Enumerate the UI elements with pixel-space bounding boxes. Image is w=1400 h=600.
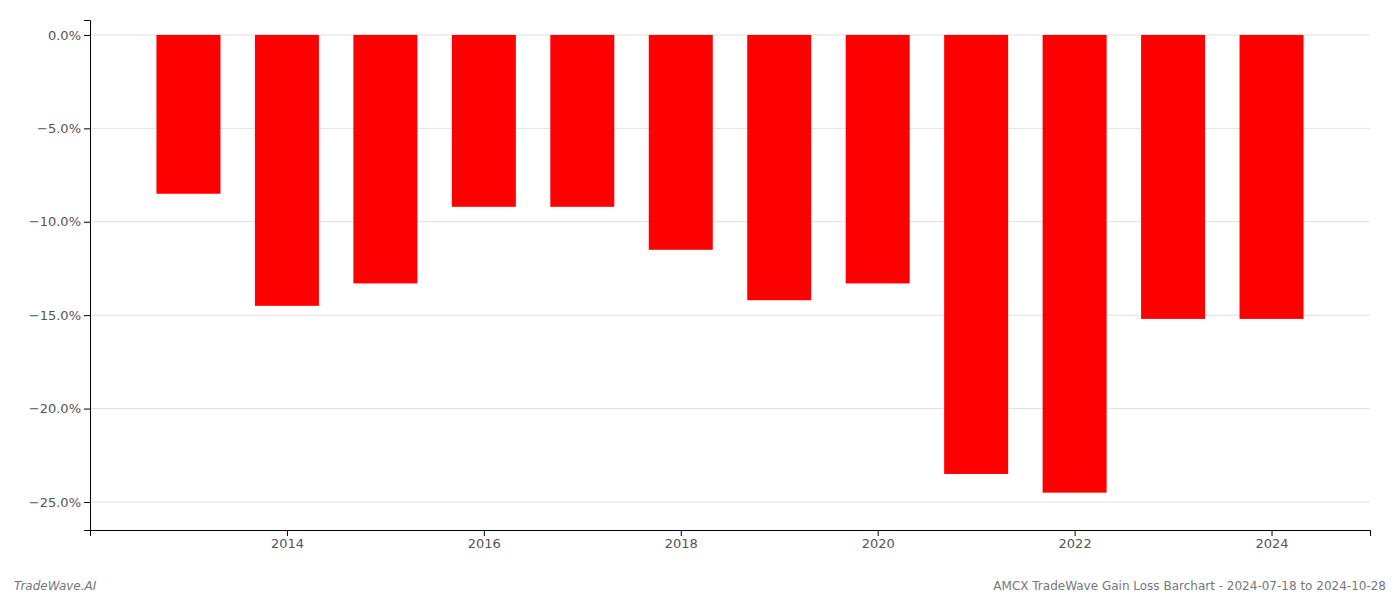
footer-right: AMCX TradeWave Gain Loss Barchart - 2024…	[993, 579, 1386, 593]
y-tick: −15.0%	[29, 308, 90, 323]
y-tick-mark	[84, 35, 90, 36]
bar	[649, 35, 713, 250]
x-tick-mark	[287, 530, 288, 536]
grid-line	[90, 408, 1370, 409]
y-tick-label: −5.0%	[37, 121, 81, 136]
x-tick-label: 2020	[862, 536, 895, 551]
grid	[90, 35, 1370, 502]
x-tick: 2014	[271, 530, 304, 551]
y-tick: −20.0%	[29, 401, 90, 416]
x-tick-label: 2022	[1059, 536, 1092, 551]
bar	[255, 35, 319, 306]
y-tick: −10.0%	[29, 214, 90, 229]
bar	[944, 35, 1008, 474]
x-tick-mark	[878, 530, 879, 536]
y-tick-mark	[84, 409, 90, 410]
footer-left: TradeWave.AI	[14, 579, 97, 593]
y-tick: 0.0%	[48, 28, 90, 43]
y-tick-label: −25.0%	[29, 495, 81, 510]
y-tick-mark	[84, 315, 90, 316]
y-tick-mark	[84, 222, 90, 223]
y-tick-mark	[84, 502, 90, 503]
x-tick-mark	[484, 530, 485, 536]
x-tick-mark	[1272, 530, 1273, 536]
plot: 0.0%−5.0%−10.0%−15.0%−20.0%−25.0%2014201…	[29, 21, 1371, 552]
x-tick-label: 2018	[665, 536, 698, 551]
bar	[846, 35, 910, 283]
x-axis-line	[91, 531, 1371, 537]
x-tick-label: 2024	[1255, 536, 1288, 551]
x-tick-label: 2016	[468, 536, 501, 551]
x-tick: 2016	[468, 530, 501, 551]
y-tick-label: −15.0%	[29, 308, 81, 323]
chart: 0.0%−5.0%−10.0%−15.0%−20.0%−25.0%2014201…	[0, 0, 1400, 600]
bar	[1141, 35, 1205, 319]
x-tick-label: 2014	[271, 536, 304, 551]
y-tick-label: −10.0%	[29, 214, 81, 229]
bar	[550, 35, 614, 207]
x-tick: 2022	[1059, 530, 1092, 551]
bar	[156, 35, 220, 194]
bar	[747, 35, 811, 300]
bar	[1043, 35, 1107, 493]
x-tick-mark	[1075, 530, 1076, 536]
bar	[353, 35, 417, 283]
y-tick-label: −20.0%	[29, 401, 81, 416]
y-axis-line	[84, 21, 91, 531]
x-tick: 2020	[862, 530, 895, 551]
y-tick-label: 0.0%	[48, 28, 81, 43]
y-tick: −25.0%	[29, 495, 90, 510]
y-axis: 0.0% −5.0% −10.0% −15.0% −20.0% −25.0%	[29, 21, 91, 531]
grid-line	[90, 501, 1370, 502]
x-axis: 2014 2016 2018 2020 2022 2024	[91, 530, 1371, 551]
y-tick-mark	[84, 128, 90, 129]
x-tick-mark	[681, 530, 682, 536]
x-tick: 2024	[1255, 530, 1288, 551]
x-tick: 2018	[665, 530, 698, 551]
y-tick: −5.0%	[37, 121, 90, 136]
bar	[1240, 35, 1304, 319]
bars	[156, 35, 1303, 493]
bar	[452, 35, 516, 207]
